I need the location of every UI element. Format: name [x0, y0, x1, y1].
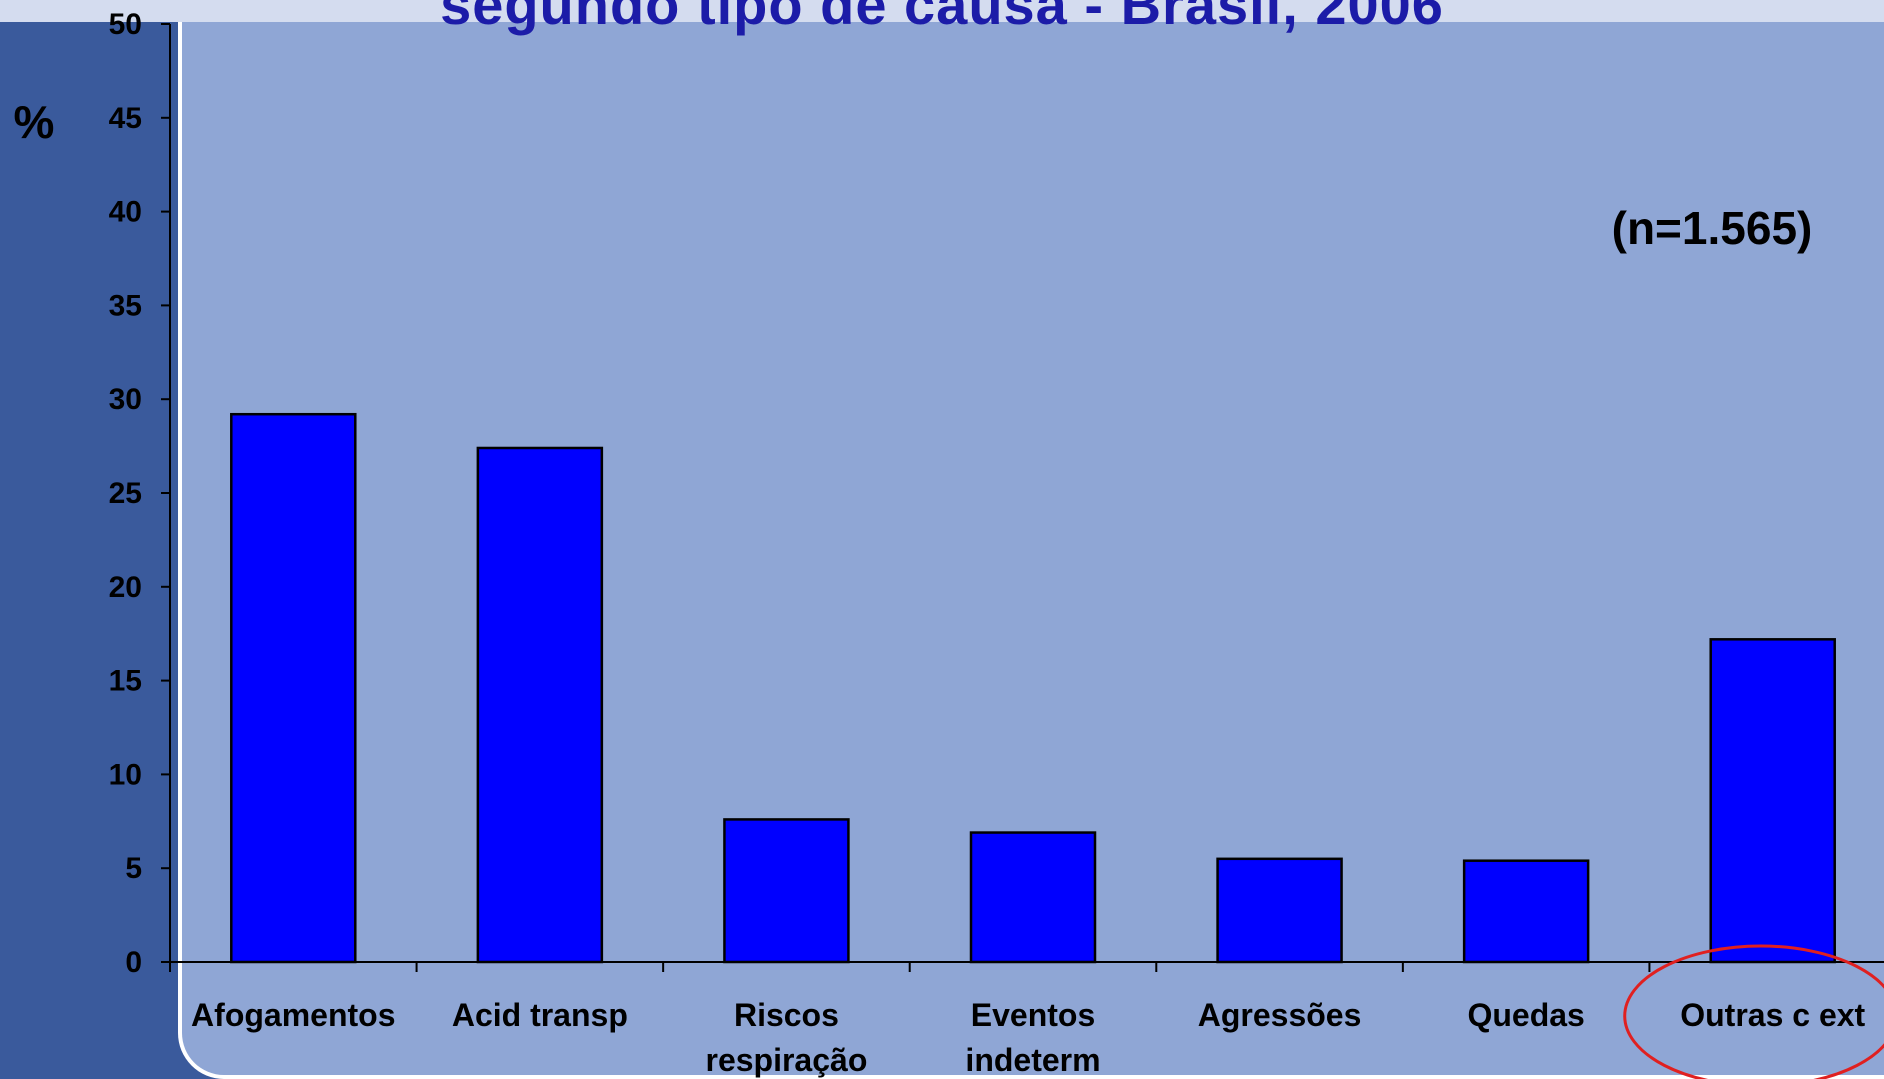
- y-tick-label: 15: [109, 665, 142, 698]
- y-tick-label: 25: [109, 477, 142, 510]
- y-tick-label: 50: [109, 8, 142, 41]
- bar-6: [1709, 638, 1836, 964]
- y-tick-label: 35: [109, 289, 142, 322]
- bar-5: [1462, 859, 1590, 964]
- title-band: [0, 0, 1884, 22]
- y-tick-label: 0: [125, 946, 142, 979]
- bar-1: [476, 446, 604, 964]
- bar-2: [723, 818, 850, 964]
- bar-3: [969, 831, 1097, 964]
- x-category-label: Outras c ext: [1680, 997, 1865, 1033]
- y-tick-label: 30: [109, 383, 142, 416]
- y-axis-label: %: [14, 96, 55, 148]
- x-category-label: Afogamentos: [191, 997, 395, 1033]
- x-category-label: Acid transp: [452, 997, 628, 1033]
- y-tick-label: 40: [109, 196, 142, 229]
- x-category-label: Agressões: [1198, 997, 1362, 1033]
- chart-title: segundo tipo de causa - Brasil, 2006: [440, 0, 1444, 36]
- y-tick-label: 45: [109, 102, 142, 135]
- x-category-label: Eventos indeterm: [965, 997, 1100, 1078]
- x-category-label: Quedas: [1467, 997, 1584, 1033]
- bar-4: [1216, 857, 1343, 964]
- y-tick-label: 10: [109, 758, 142, 791]
- y-tick-label: 20: [109, 571, 142, 604]
- highlight-circle: [1623, 944, 1884, 1079]
- sample-size-annotation: (n=1.565): [1612, 202, 1813, 254]
- x-category-label: Riscos respiração: [705, 997, 867, 1078]
- bar-0: [230, 412, 357, 964]
- y-tick-label: 5: [125, 852, 142, 885]
